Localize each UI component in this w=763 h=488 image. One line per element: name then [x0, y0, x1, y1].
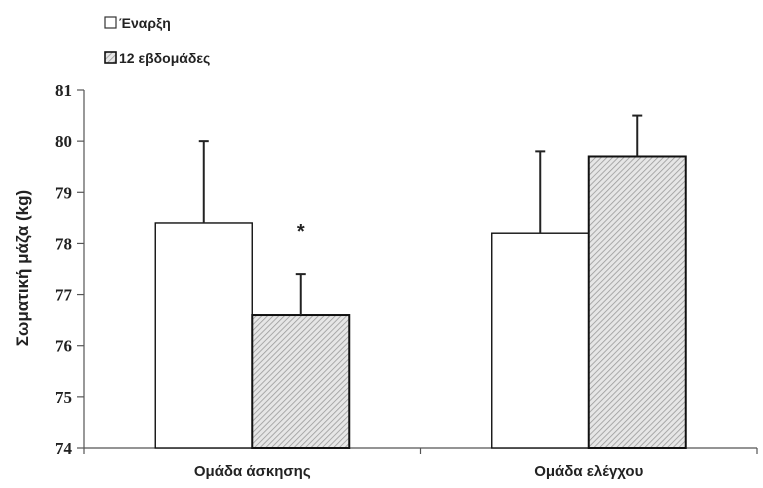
category-labels: Ομάδα άσκησης Ομάδα ελέγχου — [194, 463, 644, 480]
legend-item-12-weeks: 12 εβδομάδες — [104, 50, 210, 66]
y-tick-label: 79 — [55, 183, 72, 202]
y-axis-title: Σωματική μάζα (kg) — [13, 190, 32, 346]
bar — [251, 314, 351, 449]
y-tick-label: 76 — [55, 337, 72, 356]
y-tick-label: 74 — [55, 439, 73, 458]
x-axis-ticks — [83, 448, 758, 454]
legend-swatch-start — [104, 16, 117, 29]
legend-swatch-12-weeks — [104, 51, 117, 64]
category-label: Ομάδα άσκησης — [194, 463, 311, 480]
legend-label-12-weeks: 12 εβδομάδες — [119, 50, 210, 66]
y-tick-label: 75 — [55, 388, 72, 407]
y-axis-ticks: 74 75 76 77 78 79 80 81 — [55, 81, 84, 458]
legend-item-start: Έναρξη — [104, 15, 171, 31]
legend-label-start: Έναρξη — [119, 15, 171, 31]
legend: Έναρξη 12 εβδομάδες — [104, 15, 210, 66]
bar — [154, 222, 253, 449]
y-tick-label: 78 — [55, 234, 72, 253]
significance-marker: * — [297, 221, 305, 243]
y-tick-label: 81 — [55, 81, 72, 100]
error-bars — [198, 114, 643, 316]
category-label: Ομάδα ελέγχου — [534, 463, 643, 480]
bars — [154, 155, 687, 449]
y-tick-label: 77 — [55, 286, 73, 305]
annotations: * — [297, 221, 305, 243]
y-tick-label: 80 — [55, 132, 72, 151]
bar — [587, 155, 687, 449]
bar — [491, 232, 590, 449]
